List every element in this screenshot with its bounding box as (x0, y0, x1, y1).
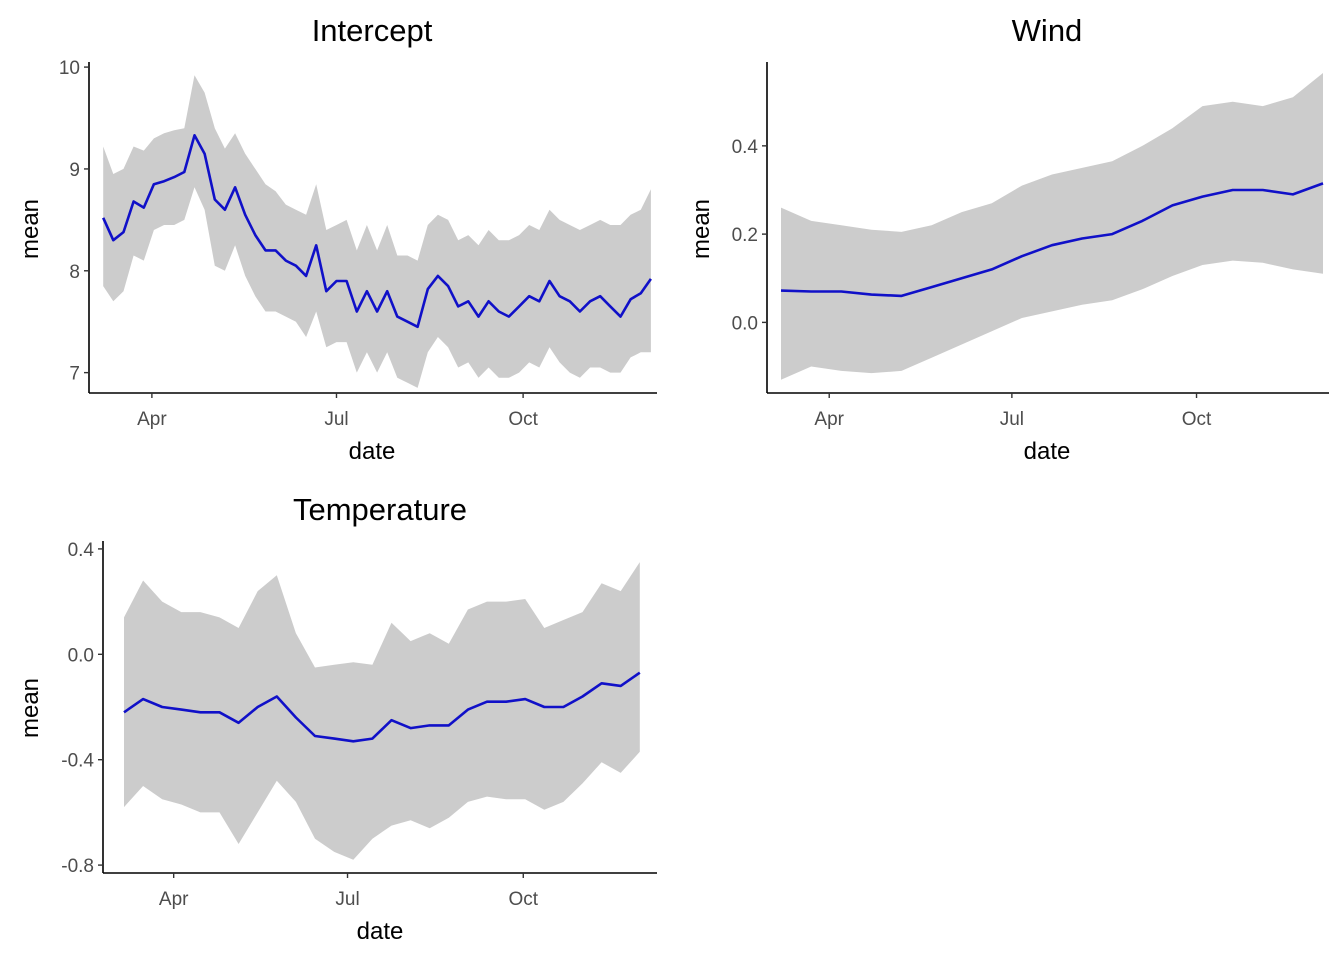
x-tick-label: Apr (814, 409, 844, 430)
y-axis-label: mean (17, 678, 44, 738)
mean-line (780, 182, 1324, 298)
y-tick-label: 7 (69, 364, 80, 385)
x-tick-label: Oct (1182, 409, 1212, 430)
y-tick-label: 8 (69, 262, 80, 283)
plot-marks: 0.0 0.2 0.4 Apr Jul Oct (732, 62, 1329, 430)
x-tick-label: Apr (159, 889, 189, 910)
x-axis-label: date (357, 918, 404, 945)
y-tick-label: -0.4 (61, 751, 94, 772)
x-tick-label: Jul (1000, 409, 1024, 430)
y-tick-label: -0.8 (61, 856, 94, 877)
plot-marks: -0.8 -0.4 0.0 0.4 Apr Jul Oct (61, 540, 657, 910)
panel-temperature: Temperature date mean -0.8 -0.4 0.0 0.4 Apr J… (17, 492, 657, 945)
y-tick-label: 10 (59, 58, 80, 79)
x-tick-label: Apr (137, 409, 167, 430)
x-axis-label: date (349, 438, 396, 465)
x-tick-label: Oct (508, 409, 538, 430)
credible-band (124, 562, 640, 860)
y-axis-label: mean (688, 199, 715, 259)
mean-line (102, 134, 652, 329)
panel-title: Temperature (293, 492, 467, 527)
y-axis-label: mean (17, 199, 44, 259)
mean-line (123, 671, 641, 743)
credible-band (103, 75, 651, 388)
x-tick-label: Oct (508, 889, 538, 910)
y-tick-label: 0.4 (68, 540, 95, 561)
credible-band (781, 73, 1323, 380)
y-tick-label: 0.0 (732, 313, 758, 334)
panel-wind: Wind date mean 0.0 0.2 0.4 Apr Jul Oct (688, 13, 1329, 465)
y-tick-label: 9 (69, 160, 80, 181)
y-tick-label: 0.2 (732, 225, 758, 246)
panel-title: Intercept (312, 13, 433, 48)
panel-title: Wind (1012, 13, 1083, 48)
x-tick-label: Jul (324, 409, 348, 430)
plot-marks: 7 8 9 10 Apr Jul Oct (59, 58, 657, 430)
x-axis-label: date (1024, 438, 1071, 465)
y-tick-label: 0.4 (732, 137, 759, 158)
y-tick-label: 0.0 (68, 645, 94, 666)
x-tick-label: Jul (335, 889, 359, 910)
panel-intercept: Intercept date mean 7 8 9 10 Apr Jul Oct (17, 13, 657, 465)
